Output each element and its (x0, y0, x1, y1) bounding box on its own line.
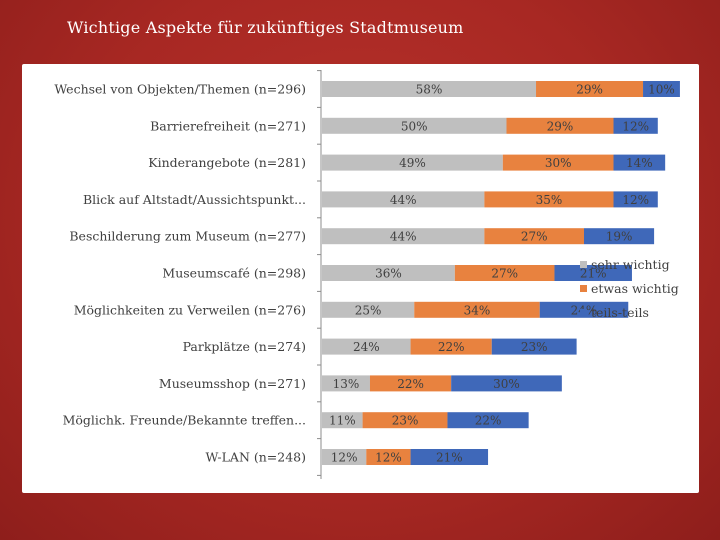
data-label: 14% (626, 156, 653, 170)
bar-segment-etwas-wichtig (410, 338, 492, 355)
bar-segment-teils-teils (410, 449, 489, 465)
bar-segment-sehr-wichtig (322, 228, 485, 245)
data-label: 29% (576, 83, 603, 97)
bar-segment-sehr-wichtig (322, 301, 415, 318)
bar-segment-etwas-wichtig (484, 191, 614, 208)
data-label: 35% (536, 193, 563, 207)
data-label: 44% (390, 230, 417, 244)
data-label: 50% (401, 119, 428, 133)
data-label: 23% (521, 340, 548, 354)
data-label: 19% (606, 230, 633, 244)
data-label: 11% (329, 414, 356, 428)
bar-segment-teils-teils (583, 228, 655, 245)
category-label: Museumsshop (n=271) (159, 376, 306, 391)
data-label: 34% (464, 303, 491, 317)
category-label: Beschilderung zum Museum (n=277) (69, 229, 306, 244)
category-label: Wechsel von Objekten/Themen (n=296) (54, 82, 306, 97)
chart-panel: Wechsel von Objekten/Themen (n=296) 58% 29… (22, 64, 699, 493)
bar-segment-teils-teils (613, 154, 666, 171)
bar-segment-etwas-wichtig (366, 449, 411, 465)
bar-segment-teils-teils (613, 117, 658, 134)
data-label: 36% (375, 267, 402, 281)
data-label: 12% (622, 193, 649, 207)
bar-segment-etwas-wichtig (536, 81, 644, 97)
bar-segment-sehr-wichtig (322, 117, 507, 134)
data-label: 21% (580, 267, 607, 281)
bar-segment-etwas-wichtig (362, 412, 448, 429)
data-label: 12% (622, 119, 649, 133)
category-label: W-LAN (n=248) (205, 450, 306, 465)
bar-segment-sehr-wichtig (322, 81, 537, 97)
legend-swatch (580, 261, 587, 268)
bar-segment-sehr-wichtig (322, 449, 367, 465)
bar-segment-etwas-wichtig (369, 375, 452, 392)
bar-segment-teils-teils (643, 81, 680, 97)
data-label: 23% (392, 414, 419, 428)
category-label: Museumscafé (n=298) (162, 266, 306, 281)
data-label: 58% (416, 83, 443, 97)
data-label: 12% (375, 451, 402, 465)
legend-swatch (580, 285, 587, 292)
bar-segment-etwas-wichtig (454, 265, 555, 281)
bar-segment-etwas-wichtig (484, 228, 584, 245)
bar-segment-sehr-wichtig (322, 265, 455, 281)
bar-segment-sehr-wichtig (322, 191, 485, 208)
bar-segment-sehr-wichtig (322, 154, 503, 171)
legend-label: etwas wichtig (591, 281, 679, 296)
bar-segment-etwas-wichtig (414, 301, 540, 318)
legend-swatch (580, 309, 587, 316)
bar-segment-teils-teils (447, 412, 529, 429)
data-label: 44% (390, 193, 417, 207)
data-label: 22% (475, 414, 502, 428)
category-label: Barrierefreiheit (n=271) (150, 118, 306, 133)
data-label: 13% (333, 377, 360, 391)
bar-segment-teils-teils (554, 265, 632, 281)
bar-segment-sehr-wichtig (322, 375, 370, 392)
category-label: Möglichk. Freunde/Bekannte treffen... (63, 413, 306, 428)
bar-segment-teils-teils (613, 191, 658, 208)
data-label: 25% (355, 303, 382, 317)
slide-title: Wichtige Aspekte für zukünftiges Stadtmu… (67, 18, 464, 37)
data-label: 12% (331, 451, 358, 465)
category-label: Parkplätze (n=274) (183, 339, 306, 354)
data-label: 30% (493, 377, 520, 391)
data-label: 49% (399, 156, 426, 170)
data-label: 27% (491, 267, 518, 281)
bar-segment-sehr-wichtig (322, 338, 411, 355)
category-label: Blick auf Altstadt/Aussichtspunkt... (83, 192, 306, 207)
legend-label: teils-teils (591, 305, 649, 320)
category-label: Kinderangebote (n=281) (148, 155, 306, 170)
data-label: 29% (547, 119, 574, 133)
legend-label: sehr wichtig (591, 257, 670, 272)
data-label: 21% (436, 451, 463, 465)
bar-segment-etwas-wichtig (506, 117, 614, 134)
data-label: 24% (353, 340, 380, 354)
data-label: 22% (397, 377, 424, 391)
category-label: Möglichkeiten zu Verweilen (n=276) (74, 302, 306, 317)
bar-segment-teils-teils (451, 375, 562, 392)
data-label: 27% (521, 230, 548, 244)
bar-segment-etwas-wichtig (502, 154, 614, 171)
data-label: 30% (545, 156, 572, 170)
data-label: 10% (648, 83, 675, 97)
bar-segment-sehr-wichtig (322, 412, 363, 429)
bar-segment-teils-teils (491, 338, 577, 355)
data-label: 22% (438, 340, 465, 354)
stacked-bar-chart: Wechsel von Objekten/Themen (n=296) 58% 29… (54, 70, 680, 479)
